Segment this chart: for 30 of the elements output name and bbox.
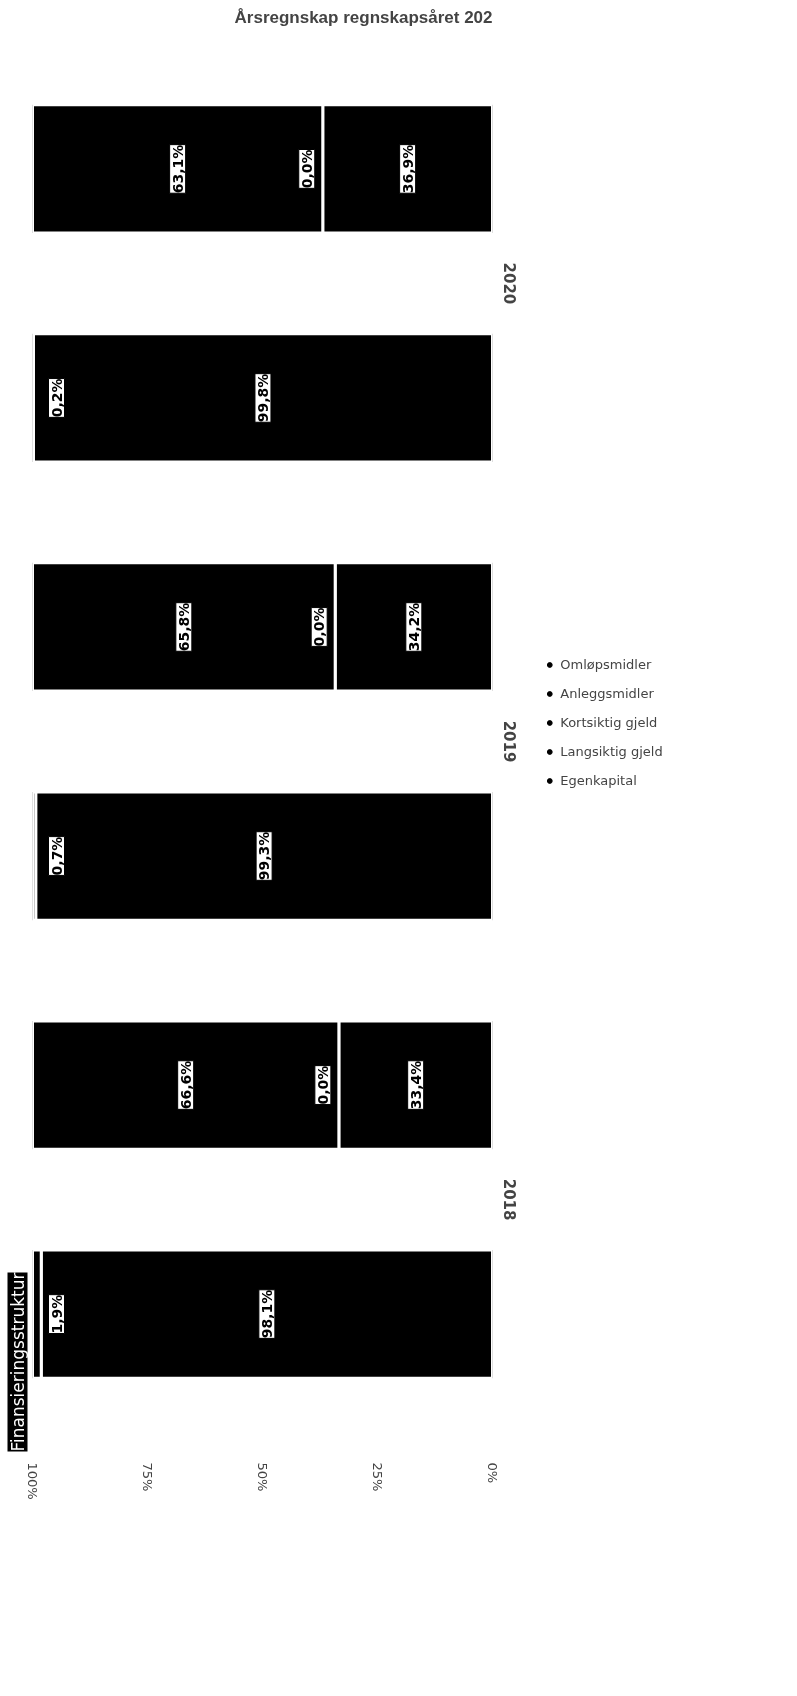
x-tick-label: 75% [140,1462,155,1492]
legend-label: Anleggsmidler [560,685,654,701]
text: Finansieringsstruktur [7,1272,28,1452]
data-label: 0,2% [48,378,65,418]
data-label: 0,7% [48,836,65,876]
data-label: 66,6% [177,1060,194,1110]
data-label: 99,3% [256,831,273,881]
legend-label: Kortsiktig gjeld [560,714,658,730]
legend-label: Omløpsmidler [560,656,652,672]
data-label: 36,9% [399,144,416,194]
data-label: 34,2% [405,602,422,652]
data-label: 65,8% [175,602,192,652]
legend-label: Langsiktig gjeld [560,743,663,759]
y-tick-label: 2018 [499,1178,518,1221]
data-label: 98,1% [258,1289,275,1339]
text: Årsregnskap regnskapsåret 202 [234,7,493,27]
x-tick-label: 100% [25,1462,40,1500]
data-label: 33,4% [407,1060,424,1110]
x-tick-label: 25% [370,1462,385,1492]
x-tick-label: 0% [485,1462,500,1484]
data-label: 63,1% [169,144,186,194]
data-label: 0,0% [311,607,328,647]
data-label: 99,8% [254,373,271,423]
data-label: 0,0% [298,149,315,189]
x-tick-label: 50% [255,1462,270,1492]
y-tick-label: 2020 [499,262,518,305]
legend-label: Egenkapital [560,772,637,788]
data-label: 0,0% [314,1065,331,1105]
data-label: 1,9% [48,1294,65,1334]
y-tick-label: 2019 [499,720,518,763]
